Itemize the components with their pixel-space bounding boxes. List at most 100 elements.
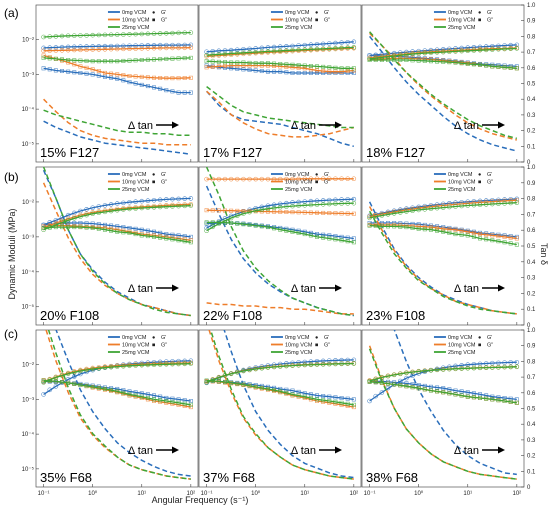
legend-series-label: 25mg VCM [285,350,313,356]
gdoubleprime-line [43,57,191,62]
panel-9: 10⁻¹ 10⁰ 10¹ 10² 0 0.1 0.2 0.3 0.4 0.5 0.6 0.7 0.8 0.… [361,328,536,497]
y-right-tick-label: 0.1 [527,144,536,150]
legend-marker-label: G' [324,335,329,341]
y-left-tick-label: 10⁻⁵ [22,141,35,148]
gprime-line [206,41,354,53]
y-right-tick-label: 0 [527,323,531,329]
tan-arrow-head [335,446,342,454]
panel-label: 23% F108 [366,308,425,323]
gprime-line [43,363,191,384]
gdoubleprime-line [206,209,354,215]
gdoubleprime-line [43,379,191,406]
legend-marker-label: G'' [161,18,167,24]
legend-marker-label: G'' [324,180,330,186]
legend-series-label: 10mg VCM [448,18,476,24]
y-right-tick-label: 0.9 [527,344,536,350]
plot-area [367,330,520,480]
legend-series-label: 0mg VCM [122,335,147,341]
y-right-tick-label: 0.7 [527,50,536,56]
panel-label: 15% F127 [40,145,99,160]
gdoubleprime-line [43,67,191,94]
panel-frame [35,329,199,488]
legend-marker-symbol: ■ [315,343,318,349]
gdoubleprime-line [43,222,191,238]
legend-series-label: 10mg VCM [122,18,150,24]
x-tick-label: 10⁰ [251,490,261,497]
y-left-tick-label: 10⁻⁵ [22,466,35,473]
tan-arrow-head [172,121,179,129]
gprime-point [53,384,59,389]
legend-series-label: 0mg VCM [285,335,310,341]
plot-area [367,31,520,152]
tan-delta-line [205,167,354,317]
x-tick-label: 10¹ [463,491,472,497]
gprime-line [369,47,517,60]
tan-annotation: Δ tan [128,283,153,295]
gdoubleprime-line [43,226,191,243]
y-right-tick-label: 0.8 [527,197,536,203]
legend-marker-symbol: ■ [478,18,481,24]
y-right-tick-label: 0.3 [527,113,536,119]
tan-annotation: Δ tan [291,445,316,457]
tan-annotation: Δ tan [454,445,479,457]
tan-arrow-head [498,284,505,292]
gprime-point [367,398,372,404]
y-right-tick-label: 0.3 [527,438,536,444]
tan-delta-line [368,206,517,315]
tan-delta-line [206,86,354,129]
y-right-tick-label: 0.3 [527,276,536,282]
gdoubleprime-line [369,59,517,69]
row-label-b: (b) [4,170,19,184]
gprime-point [204,380,209,385]
y-right-tick-label: 1.0 [527,165,536,171]
gprime-point [373,393,379,399]
y-left-tick-label: 10⁻⁴ [22,431,35,438]
x-tick-label: 10⁻¹ [201,491,213,497]
panel-label: 35% F68 [40,470,92,485]
tan-delta-line [43,98,191,146]
gprime-point [216,221,222,226]
legend-marker-label: G' [161,335,166,341]
tan-delta-line [43,109,191,137]
y-right-tick-label: 0.2 [527,291,536,297]
x-tick-label: 10⁻¹ [364,491,376,497]
gdoubleprime-line [206,221,354,243]
x-tick-label: 10⁰ [88,490,98,497]
legend-marker-symbol: ● [152,335,155,341]
y-right-tick-label: 0.8 [527,34,536,40]
plot-area [41,30,194,155]
tan-delta-line [43,120,191,155]
legend-marker-symbol: ● [152,172,155,178]
panel-label: 22% F108 [203,308,262,323]
gprime-line [43,203,191,229]
legend-series-label: 10mg VCM [285,343,313,349]
gprime-line [206,202,354,232]
x-axis-label: Angular Frequency (s⁻¹) [152,495,249,505]
tan-arrow-head [498,121,505,129]
legend-marker-label: G'' [487,180,493,186]
gprime-point [379,390,385,395]
x-tick-label: 10⁰ [414,490,424,497]
gdoubleprime-line [206,379,354,406]
tan-arrow-head [335,121,342,129]
row-label-a: (a) [4,6,19,20]
gdoubleprime-line [206,64,354,74]
legend-series-label: 25mg VCM [122,25,150,31]
y-right-tick-label: 0.2 [527,454,536,460]
panel-label: 20% F108 [40,308,99,323]
tan-arrow-head [172,284,179,292]
y-right-tick-label: 0.5 [527,244,536,250]
legend-series-label: 25mg VCM [448,187,476,193]
panel-frame [198,329,362,488]
gprime-line [206,362,354,384]
legend-series-label: 25mg VCM [285,25,313,31]
gprime-line [206,47,354,58]
tan-delta-line [368,348,517,480]
legend-series-label: 25mg VCM [122,350,150,356]
legend-marker-symbol: ■ [478,343,481,349]
panel-label: 17% F127 [203,145,262,160]
